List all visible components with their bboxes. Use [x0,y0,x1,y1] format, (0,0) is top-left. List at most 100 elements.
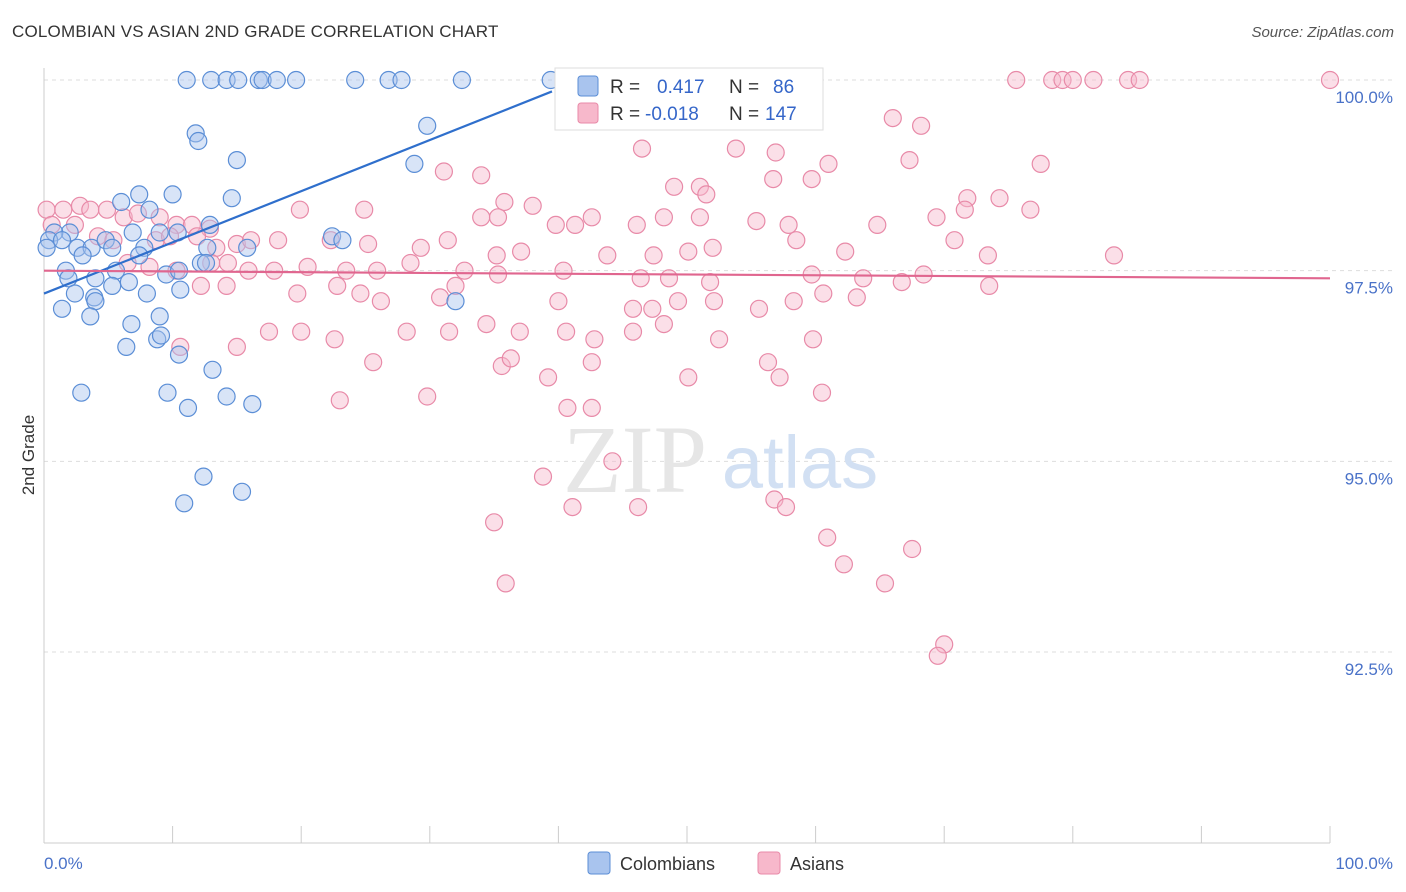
asians-point [836,242,855,261]
asians-point [935,635,954,654]
asians-point [477,315,496,334]
asians-point [945,231,964,250]
asians-point [784,292,803,311]
asians-point [709,330,729,349]
colombians-point [96,231,115,250]
y-tick-label: 100.0% [1335,88,1393,107]
asians-point [914,265,933,284]
colombians-point [202,70,221,90]
y-tick-label: 97.5% [1345,279,1393,298]
asians-point [758,353,778,372]
colombians-point [232,482,252,501]
colombians-point [198,238,217,257]
colombians-point [150,307,169,326]
colombians-point [52,299,72,318]
asians-point [802,170,821,189]
asians-point [265,261,284,280]
asians-point [472,208,491,227]
watermark-zip: ZIP [563,406,707,513]
asians-point [563,498,582,517]
colombians-point [60,223,79,242]
colombians-point [150,223,169,242]
asians-point [546,215,565,234]
asians-point [368,261,387,280]
bottom-legend-label-asians: Asians [790,854,844,874]
asians-point [668,292,688,311]
asians-point [700,273,720,292]
colombians-point [323,227,342,246]
asians-point [288,284,307,303]
asians-point [776,498,796,517]
y-tick-labels: 100.0% 97.5% 95.0% 92.5% [1335,88,1393,679]
asians-point [54,200,73,219]
asians-point [488,208,508,227]
asians-point [355,200,374,219]
colombians-point [333,231,352,250]
asians-point [431,288,450,307]
colombians-point [130,185,149,204]
asians-point [847,288,866,307]
asians-point [883,108,902,128]
asians-point [631,269,650,288]
asians-point [434,162,453,181]
asians-point [703,238,722,257]
asians-point [582,353,601,372]
asians-point [325,330,344,349]
asians-point [558,398,577,417]
colombians-point [175,494,194,513]
legend-r-label-asians: R = [610,104,640,125]
asians-point [1053,70,1072,90]
asians-point [269,231,288,250]
asians-point [654,315,674,334]
watermark: ZIP atlas [563,406,878,513]
colombians-point [177,70,196,90]
asians-point [495,192,514,212]
colombians-point [189,131,208,151]
asians-point [697,185,716,204]
chart-title: COLOMBIAN VS ASIAN 2ND GRADE CORRELATION… [12,22,499,41]
asians-point [643,299,662,318]
bottom-legend-label-colombians: Colombians [620,854,715,874]
colombians-point [73,246,92,265]
asians-point [455,261,474,280]
asians-point [565,215,585,234]
asians-trendline [43,269,1331,280]
asians-point [1104,246,1124,265]
asians-point [1320,70,1340,90]
colombians-point [178,398,198,417]
asians-point [401,253,420,273]
asians-point [747,212,766,231]
asians-point [955,200,974,219]
asians-point [351,284,370,303]
colombians-point [418,116,437,135]
asians-point [446,276,465,295]
asians-point [128,204,147,223]
asians-point [632,139,652,158]
colombians-point [243,395,262,414]
asians-point [171,337,190,356]
colombians-point [287,70,306,90]
colombians-point [171,280,190,299]
colombians-point [158,383,177,402]
asians-point [819,154,838,173]
asians-point [690,177,710,196]
asians-point [928,646,947,665]
asians-point [330,391,349,410]
asians-point [679,242,698,261]
asians-point [766,143,785,162]
gridlines [44,79,1393,653]
asians-point [892,273,911,292]
colombians-point [122,315,141,334]
colombians-point [163,185,182,204]
legend-frame [554,67,824,131]
asians-point [627,215,646,234]
colombians-point [140,200,159,219]
asians-point [217,276,236,295]
colombians-point [194,467,213,486]
asians-point [803,330,823,349]
asians-point [554,261,573,280]
legend-n-value-colombians: 86 [773,77,794,98]
asians-point [582,398,601,417]
asians-point [978,246,998,265]
colombians-point [86,292,105,311]
